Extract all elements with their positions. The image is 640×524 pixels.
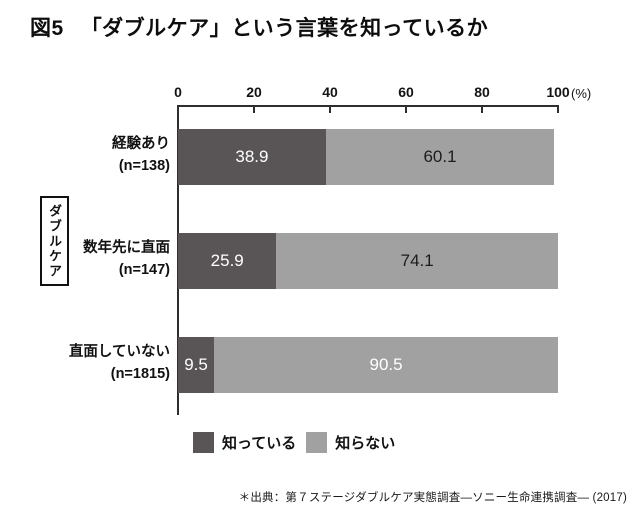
- legend-item: 知っている: [193, 432, 296, 453]
- x-axis-tick-label: 100: [546, 84, 570, 100]
- bar-row: 9.5 90.5: [178, 337, 558, 393]
- category-label: 経験あり (n=138): [112, 133, 170, 177]
- x-axis-tick-mark: [557, 107, 559, 113]
- bar-value-label: 38.9: [235, 147, 269, 166]
- category-label-n: (n=147): [118, 262, 170, 278]
- bar-segment-dont-know: 90.5: [214, 337, 558, 393]
- x-axis-line: [177, 105, 559, 107]
- x-axis-tick-mark: [253, 107, 255, 113]
- figure-title-text: 「ダブルケア」という言葉を知っているか: [80, 17, 489, 40]
- source-note: ＊出典：第７ステージダブルケア実態調査―ソニー生命連携調査― (2017): [238, 492, 627, 504]
- bar-value-label: 9.5: [184, 355, 208, 374]
- figure-title: 図5 「ダブルケア」という言葉を知っているか: [30, 12, 488, 42]
- bar-value-label: 60.1: [423, 147, 457, 166]
- bar-value-label: 25.9: [210, 251, 244, 270]
- x-axis-tick-mark: [329, 107, 331, 113]
- legend: 知っている 知らない: [193, 432, 395, 453]
- category-label: 数年先に直面 (n=147): [83, 237, 170, 281]
- bar-segment-dont-know: 60.1: [325, 129, 555, 185]
- x-axis-tick-label: 20: [246, 84, 262, 100]
- legend-label: 知っている: [222, 435, 297, 452]
- x-axis-unit-label: (%): [571, 86, 592, 101]
- bar-segment-know: 25.9: [178, 233, 277, 289]
- category-group-label: ダブルケア: [47, 203, 62, 279]
- category-label-name: 直面していない: [68, 344, 170, 360]
- x-axis-tick-label: 0: [174, 84, 182, 100]
- x-axis-tick-mark: [481, 107, 483, 113]
- x-axis-tick-mark: [405, 107, 407, 113]
- x-axis-tick-label: 80: [474, 84, 490, 100]
- category-label: 直面していない (n=1815): [69, 341, 170, 385]
- legend-label: 知らない: [335, 435, 396, 452]
- bar-value-label: 74.1: [400, 251, 434, 270]
- legend-swatch: [306, 432, 328, 453]
- bar-value-label: 90.5: [369, 355, 403, 374]
- legend-swatch: [193, 432, 214, 453]
- figure-number: 図5: [30, 17, 64, 40]
- bar-segment-know: 38.9: [178, 129, 326, 185]
- bar-segment-know: 9.5: [178, 337, 215, 393]
- category-label-name: 経験あり: [112, 136, 170, 152]
- bar-segment-dont-know: 74.1: [276, 233, 558, 289]
- bar-row: 38.9 60.1: [178, 129, 555, 185]
- category-label-n: (n=1815): [110, 366, 170, 382]
- legend-item: 知らない: [306, 432, 395, 453]
- bar-row: 25.9 74.1: [178, 233, 558, 289]
- category-group-box: ダブルケア: [40, 196, 69, 286]
- category-label-name: 数年先に直面: [83, 240, 170, 256]
- x-axis-tick-label: 40: [322, 84, 338, 100]
- category-label-n: (n=138): [118, 158, 170, 174]
- x-axis-tick-label: 60: [398, 84, 414, 100]
